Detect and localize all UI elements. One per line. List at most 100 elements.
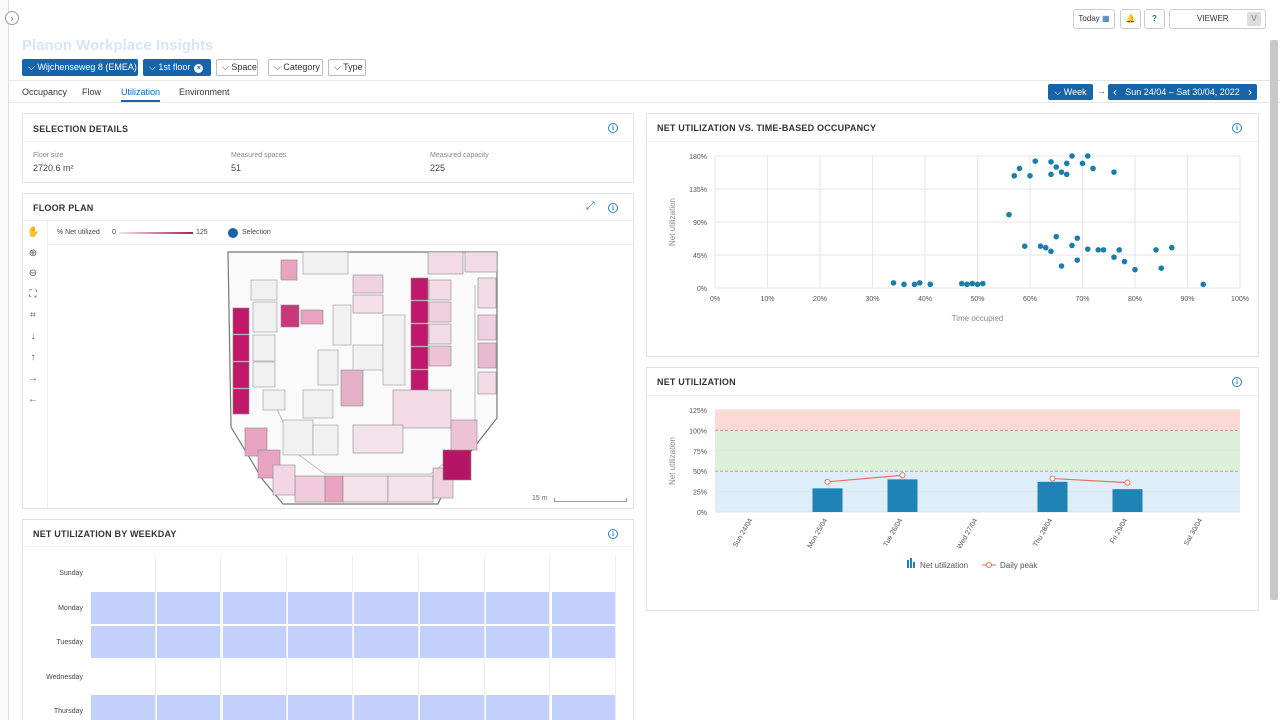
arrow-left-icon[interactable]: ← bbox=[28, 394, 38, 405]
heatmap-cell[interactable] bbox=[551, 626, 616, 658]
tab-environment[interactable]: Environment bbox=[179, 87, 230, 97]
location-filter[interactable]: ⌵ Wijchenseweg 8 (EMEA) bbox=[22, 59, 138, 76]
tab-utilization[interactable]: Utilization bbox=[121, 87, 161, 97]
heatmap-cell[interactable] bbox=[222, 695, 287, 720]
x-tick-label: 50% bbox=[970, 296, 984, 303]
scrollbar[interactable] bbox=[1270, 40, 1278, 600]
app-title: Planon Workplace Insights bbox=[22, 37, 214, 54]
arrow-up-icon[interactable]: ↑ bbox=[30, 352, 36, 363]
scatter-point bbox=[1095, 247, 1102, 253]
fit-selection-icon[interactable]: ⌗ bbox=[30, 310, 36, 321]
scatter-point bbox=[1048, 171, 1054, 178]
heatmap-cell[interactable] bbox=[222, 626, 287, 658]
heatmap-cell[interactable] bbox=[91, 591, 155, 624]
tab-occupancy[interactable]: Occupancy bbox=[22, 87, 68, 97]
clear-icon[interactable]: × bbox=[194, 64, 204, 73]
heatmap-cell[interactable] bbox=[91, 626, 155, 658]
info-icon[interactable]: i bbox=[1232, 377, 1242, 387]
heatmap-cell[interactable] bbox=[354, 591, 418, 624]
date-range-label[interactable]: Sun 24/04 – Sat 30/04, 2022 bbox=[1125, 87, 1240, 97]
room bbox=[410, 323, 429, 347]
x-tick-label: 80% bbox=[1128, 296, 1142, 303]
heatmap-cell[interactable] bbox=[485, 591, 550, 624]
divider bbox=[23, 220, 633, 221]
space-filter[interactable]: ⌵ Space bbox=[216, 59, 258, 76]
floor-plan-drawing bbox=[227, 251, 498, 505]
room bbox=[262, 389, 286, 411]
heatmap-cell[interactable] bbox=[288, 626, 352, 658]
room bbox=[302, 251, 349, 275]
room bbox=[450, 419, 478, 451]
category-filter[interactable]: ⌵ Category bbox=[268, 59, 323, 76]
heatmap-cell[interactable] bbox=[156, 626, 221, 658]
room bbox=[428, 345, 452, 367]
room bbox=[410, 346, 429, 370]
day-label: Wednesday bbox=[46, 673, 83, 681]
heatmap-cell[interactable] bbox=[420, 626, 484, 658]
x-tick-label: 70% bbox=[1075, 296, 1089, 303]
expand-icon[interactable]: ⤢ bbox=[586, 200, 595, 212]
floor-plan-card: FLOOR PLAN ⤢ i % Net utilized 0 125 Sele… bbox=[22, 193, 634, 509]
arrow-down-icon[interactable]: ↓ bbox=[30, 331, 36, 342]
floor-filter[interactable]: ⌵ 1st floor × bbox=[143, 59, 211, 76]
info-icon[interactable]: i bbox=[608, 203, 618, 213]
scatter-point bbox=[890, 280, 897, 286]
period-mode-select[interactable]: ⌵ Week bbox=[1048, 84, 1093, 100]
chevron-down-icon: ⌵ bbox=[28, 62, 35, 72]
heatmap-cell[interactable] bbox=[485, 626, 550, 658]
toolbar-divider bbox=[47, 220, 48, 508]
heatmap-cell[interactable] bbox=[156, 695, 221, 720]
heatmap-cell[interactable] bbox=[485, 695, 550, 720]
next-period-button[interactable]: › bbox=[1248, 85, 1252, 99]
chevron-down-icon: ⌵ bbox=[334, 62, 341, 72]
measured-spaces-value: 51 bbox=[231, 163, 242, 173]
heatmap-cell[interactable] bbox=[288, 591, 352, 624]
info-icon[interactable]: i bbox=[608, 123, 618, 133]
fit-icon[interactable]: ⛶ bbox=[29, 289, 37, 300]
scatter-point bbox=[1037, 243, 1044, 249]
zoom-in-icon[interactable]: ⊕ bbox=[28, 248, 38, 259]
scatter-point bbox=[1168, 244, 1175, 251]
scatter-point bbox=[1121, 258, 1128, 265]
user-menu[interactable]: VIEWER V bbox=[1169, 9, 1266, 29]
heatmap-cell[interactable] bbox=[222, 591, 287, 624]
scatter-point bbox=[1132, 266, 1138, 273]
heatmap-cell[interactable] bbox=[551, 695, 616, 720]
scatter-point bbox=[1032, 158, 1039, 164]
room bbox=[317, 349, 339, 386]
info-icon[interactable]: i bbox=[608, 529, 618, 539]
heatmap-cell[interactable] bbox=[420, 591, 484, 624]
arrow-right-icon[interactable]: → bbox=[28, 373, 38, 384]
room bbox=[477, 314, 497, 341]
heatmap-cell[interactable] bbox=[551, 591, 616, 624]
type-filter[interactable]: ⌵ Type bbox=[328, 59, 366, 76]
location-label: Wijchenseweg 8 (EMEA) bbox=[37, 62, 137, 72]
hand-icon[interactable]: ✋ bbox=[27, 227, 40, 238]
heatmap-cell[interactable] bbox=[91, 695, 155, 720]
info-icon[interactable]: i bbox=[1232, 123, 1242, 133]
zoom-out-icon[interactable]: ⊖ bbox=[28, 268, 38, 279]
x-tick-label: Sat 30/04 bbox=[1183, 517, 1204, 547]
card-title: SELECTION DETAILS bbox=[33, 124, 129, 134]
heatmap-cell[interactable] bbox=[354, 626, 418, 658]
x-tick-label: Thu 28/04 bbox=[1032, 517, 1054, 548]
prev-period-button[interactable]: ‹ bbox=[1113, 85, 1117, 99]
heatmap-cell[interactable] bbox=[156, 591, 221, 624]
heatmap-cell[interactable] bbox=[288, 695, 352, 720]
tab-flow[interactable]: Flow bbox=[82, 87, 102, 97]
heatmap-cell[interactable] bbox=[354, 695, 418, 720]
today-label: Today bbox=[1078, 14, 1100, 23]
divider bbox=[9, 80, 1280, 81]
room bbox=[252, 334, 276, 362]
scatter-point bbox=[964, 281, 970, 288]
divider bbox=[9, 102, 1280, 103]
scatter-point bbox=[974, 281, 981, 288]
help-button[interactable]: ? bbox=[1144, 9, 1165, 29]
today-button[interactable]: Today ▦ bbox=[1073, 9, 1115, 29]
room bbox=[352, 424, 404, 454]
chevron-right-icon[interactable]: › bbox=[5, 11, 19, 25]
heatmap-cell[interactable] bbox=[420, 695, 484, 720]
notifications-button[interactable]: 🔔 bbox=[1120, 9, 1141, 29]
room bbox=[294, 475, 326, 503]
